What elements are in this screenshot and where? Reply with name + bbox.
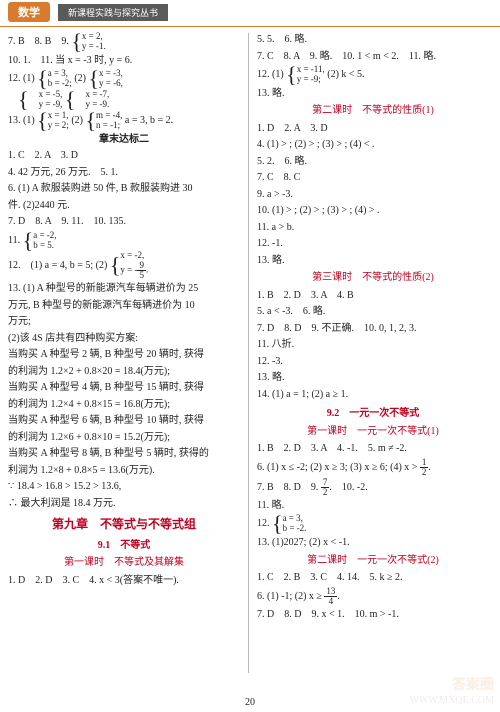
t: 7. B 8. D 9. (257, 482, 321, 493)
t: 13. (1)2027; (2) x < -1. (257, 535, 489, 551)
t: 1. D 2. D 3. C 4. x < 3(答案不唯一). (8, 573, 240, 589)
section-heading: 9.2 一元一次不等式 (257, 406, 489, 422)
t: y = 2; (48, 121, 69, 131)
t: y = -9; (297, 75, 325, 85)
period-heading: 第一课时 一元一次不等式(1) (257, 424, 489, 440)
section-heading: 9.1 不等式 (8, 538, 240, 554)
t: 14. (1) a = 1; (2) a ≥ 1. (257, 387, 489, 403)
period-heading: 第二课时 一元一次不等式(2) (257, 553, 489, 569)
t: n = -1; (96, 121, 122, 131)
t: 万元; (8, 314, 240, 330)
t: 13. 略. (257, 253, 489, 269)
t: 11. 略. (257, 498, 489, 514)
left-column: 7. B 8. B 9. {x = 2,y = -1. 10. 1. 11. 当… (0, 31, 248, 673)
t: . (428, 462, 431, 473)
t: 万元, B 种型号的新能源汽车每辆进价为 10 (8, 298, 240, 314)
t: 6. (1) -1; (2) x ≥ (257, 590, 324, 601)
t: (2) (71, 115, 83, 126)
t: ∵ 18.4 > 16.8 > 15.2 > 13.6, (8, 479, 240, 495)
t: 利润为 1.2×8 + 0.8×5 = 13.6(万元). (8, 463, 240, 479)
t: b = -2. (283, 524, 307, 534)
t: . (146, 265, 148, 275)
t: 11. a > b. (257, 220, 489, 236)
t: y = - (120, 265, 137, 275)
watermark-url: WWW.MXQE.COM (409, 695, 494, 706)
t: 5. a < -3. 6. 略. (257, 304, 489, 320)
series-badge: 新课程实践与探究丛书 (58, 4, 168, 21)
watermark-logo: 答案圈 (452, 674, 494, 694)
t: x = -2, (120, 251, 148, 261)
t: 13. 略. (257, 370, 489, 386)
t: 4 (324, 597, 337, 606)
t: 7. C 8. C (257, 170, 489, 186)
t: 7. B 8. B 9. (8, 36, 69, 47)
t: 6. (1) x ≤ -2; (2) x ≥ 3; (3) x ≥ 6; (4)… (257, 462, 420, 473)
t: ∴ 最大利润是 18.4 万元. (8, 496, 240, 512)
t: 13. (1) (8, 115, 35, 126)
t: 当购买 A 种型号 2 辆, B 种型号 20 辆时, 获得 (8, 347, 240, 363)
t: 10. (1) > ; (2) > ; (3) > ; (4) > . (257, 203, 489, 219)
t: 12. (1) a = 4, b = 5; (2) (8, 260, 107, 271)
t: . (337, 590, 340, 601)
t: 13. 略. (257, 86, 489, 102)
t: 的利润为 1.2×6 + 0.8×10 = 15.2(万元); (8, 430, 240, 446)
t: 11. 八折. (257, 337, 489, 353)
t: 5. 2. 6. 略. (257, 154, 489, 170)
t: 的利润为 1.2×4 + 0.8×15 = 16.8(万元); (8, 397, 240, 413)
t: 1. B 2. D 3. A 4. -1. 5. m ≠ -2. (257, 441, 489, 457)
t: 12. (1) (257, 69, 284, 80)
t: 当购买 A 种型号 4 辆, B 种型号 15 辆时, 获得 (8, 380, 240, 396)
t: 1. D 2. A 3. D (257, 121, 489, 137)
t: 11. (8, 235, 20, 246)
t: 件. (2)2440 元. (8, 198, 240, 214)
right-column: 5. 5. 6. 略. 7. C 8. A 9. 略. 10. 1 < m < … (249, 31, 497, 673)
period-heading: 第三课时 不等式的性质(2) (257, 270, 489, 286)
header-rule (0, 26, 500, 27)
t: 的利润为 1.2×2 + 0.8×20 = 18.4(万元); (8, 364, 240, 380)
t: 1. C 2. A 3. D (8, 148, 240, 164)
t: 12. (257, 518, 270, 529)
t: 12. -3. (257, 354, 489, 370)
section-heading: 章末达标二 (8, 132, 240, 148)
t: 1. B 2. D 3. A 4. B (257, 288, 489, 304)
t: 4. (1) > ; (2) > ; (3) > ; (4) < . (257, 137, 489, 153)
t: 1. C 2. B 3. C 4. 14. 5. k ≥ 2. (257, 570, 489, 586)
chapter-heading: 第九章 不等式与不等式组 (8, 515, 240, 534)
t: (2) (74, 73, 86, 84)
t: 6. (1) A 款服装购进 50 件, B 款服装购进 30 (8, 181, 240, 197)
t: y = -6, (99, 79, 123, 89)
t: (2) k < 5. (327, 69, 364, 80)
t: 7. D 8. D 9. x < 1. 10. m > -1. (257, 607, 489, 623)
t: 12. (1) (8, 73, 35, 84)
t: (2)该 4S 店共有四种购买方案: (8, 331, 240, 347)
subject-badge: 数学 (8, 2, 50, 22)
period-heading: 第一课时 不等式及其解集 (8, 555, 240, 571)
t: . 10. -2. (329, 482, 367, 493)
t: y = -1. (82, 42, 106, 52)
t: 5 (137, 271, 146, 280)
t: 7. D 8. D 9. 不正确. 10. 0, 1, 2, 3. (257, 321, 489, 337)
t: 12. -1. (257, 236, 489, 252)
t: 9. a > -3. (257, 187, 489, 203)
t: 4. 42 万元, 26 万元. 5. 1. (8, 165, 240, 181)
t: a = 3, b = 2. (125, 115, 173, 126)
t: 当购买 A 种型号 8 辆, B 种型号 5 辆时, 获得的 (8, 446, 240, 462)
t: b = 5. (33, 241, 56, 251)
period-heading: 第二课时 不等式的性质(1) (257, 103, 489, 119)
t: 7. D 8. A 9. 11. 10. 135. (8, 214, 240, 230)
t: 当购买 A 种型号 6 辆, B 种型号 10 辆时, 获得 (8, 413, 240, 429)
t: 13. (1) A 种型号的新能源汽车每辆进价为 25 (8, 281, 240, 297)
t: 5. 5. 6. 略. (257, 32, 489, 48)
